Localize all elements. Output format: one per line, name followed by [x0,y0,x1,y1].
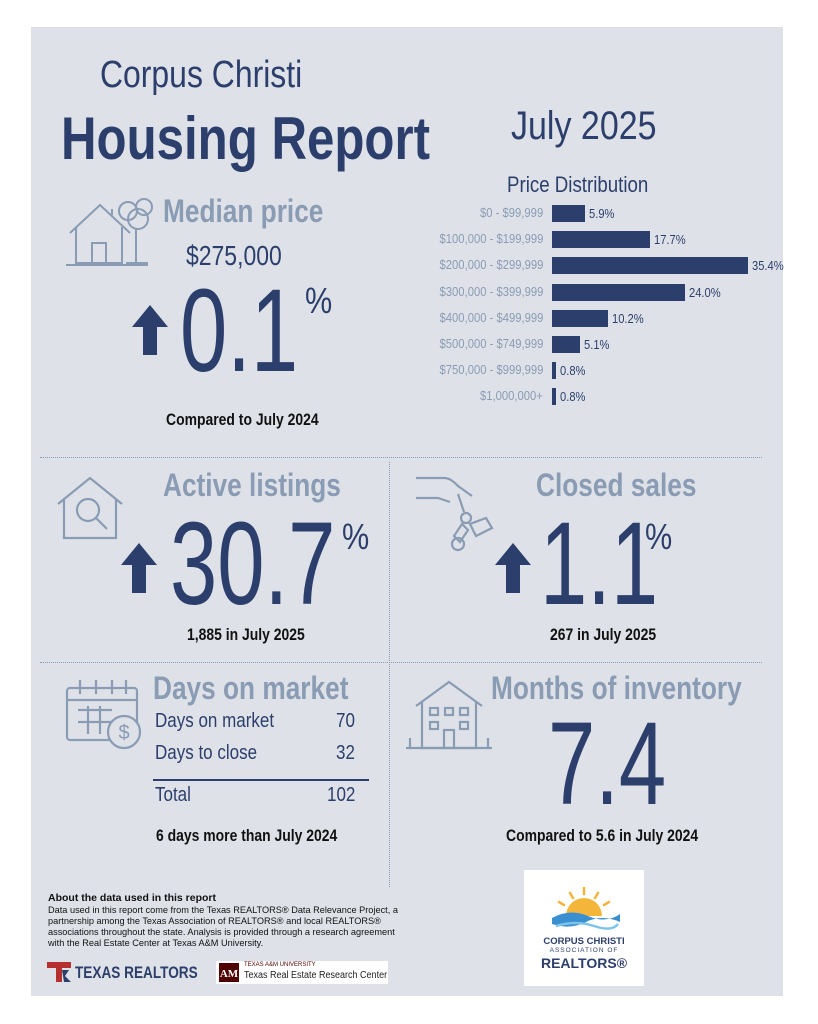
chart-data-label: 10.2% [612,310,645,326]
svg-text:AM: AM [220,968,239,980]
association-logo: CORPUS CHRISTI ASSOCIATION OF REALTORS® [524,870,644,986]
median-price-percent: % [305,280,333,321]
median-price-value: $275,000 [186,240,282,271]
chart-category-label: $300,000 - $399,999 [439,284,543,299]
report-title: Housing Report [61,105,430,172]
calendar-dollar-icon: $ [65,680,142,750]
chart-bar [552,309,609,327]
chart-data-label: 35.4% [752,258,784,274]
chart-category-label: $100,000 - $199,999 [439,232,543,247]
chart-bar [552,283,685,301]
chart-bar [552,362,557,380]
dom-row-value: 32 [336,742,355,764]
months-inventory-heading: Months of inventory [491,670,742,706]
days-on-market-heading: Days on market [153,670,349,706]
dom-total-label: Total [155,784,191,806]
tamu-mark-icon: AM [219,963,239,982]
house-tree-icon [66,198,153,266]
chart-category-label: $400,000 - $499,999 [439,310,543,325]
chart-category-label: $500,000 - $749,999 [439,337,543,351]
report-panel [31,27,783,996]
association-name-line3: REALTORS® [540,955,628,971]
chart-bar [552,388,557,406]
chart-data-label: 24.0% [688,284,721,300]
chart-bar [552,336,581,353]
days-on-market-caption: 6 days more than July 2024 [156,826,338,845]
association-name-line1: CORPUS CHRISTI [543,936,625,947]
closed-sales-change: 1.1 [540,498,659,630]
divider [40,662,762,663]
median-price-caption: Compared to July 2024 [166,410,319,429]
active-listings-heading: Active listings [163,467,341,503]
texas-realtors-logo-mark [47,962,71,982]
up-arrow-icon [495,543,531,593]
chart-category-label: $1,000,000+ [480,389,543,404]
chart-data-label: 5.1% [584,337,610,352]
chart-bar [552,257,748,275]
chart-data-label: 0.8% [560,389,586,405]
divider [389,462,390,887]
months-inventory-caption: Compared to 5.6 in July 2024 [506,826,699,845]
report-city: Corpus Christi [100,54,303,96]
chart-bar [552,205,585,222]
chart-category-label: $750,000 - $999,999 [439,363,543,378]
hand-keys-icon [416,476,494,552]
texas-realtors-logo-text: TEXAS REALTORS [75,963,198,982]
apartment-building-icon [406,680,492,750]
median-price-change: 0.1 [180,265,299,397]
tamu-small-text: TEXAS A&M UNIVERSITY [244,962,316,968]
total-rule [153,779,369,781]
association-name-line2: ASSOCIATION OF [549,947,619,954]
divider [40,457,762,458]
chart-category-label: $200,000 - $299,999 [439,258,543,273]
tamu-logo: AM TEXAS A&M UNIVERSITY Texas Real Estat… [216,961,388,984]
chart-data-label: 0.8% [560,363,586,379]
chart-title: Price Distribution [507,172,649,197]
chart-category-labels: $0 - $99,999 $100,000 - $199,999 $200,000 … [400,205,543,415]
price-distribution-chart: $0 - $99,999 $100,000 - $199,999 $200,000 … [400,205,784,415]
chart-data-label: 17.7% [654,232,686,248]
dom-row-label: Days to close [155,742,258,764]
about-heading: About the data used in this report [48,892,217,904]
chart-data-label: 5.9% [588,206,615,221]
active-listings-caption: 1,885 in July 2025 [187,625,305,644]
up-arrow-icon [132,305,168,355]
up-arrow-icon [121,543,157,593]
dom-row-value: 70 [336,710,355,732]
closed-sales-caption: 267 in July 2025 [550,625,657,644]
active-listings-change: 30.7 [170,498,336,630]
dom-total-value: 102 [327,784,356,806]
about-body: Data used in this report come from the T… [48,905,398,948]
months-inventory-value: 7.4 [548,698,667,830]
house-search-icon [57,476,123,540]
tamu-name-text: Texas Real Estate Research Center [244,970,388,981]
closed-sales-heading: Closed sales [536,467,697,503]
active-listings-percent: % [342,516,370,557]
svg-text:$: $ [118,722,129,744]
closed-sales-percent: % [645,516,673,557]
dom-row-label: Days on market [155,710,275,732]
chart-category-label: $0 - $99,999 [479,206,543,220]
report-date: July 2025 [511,104,657,148]
chart-bar [552,231,650,249]
median-price-heading: Median price [163,193,324,229]
sun-waves-logo-icon [552,886,620,930]
